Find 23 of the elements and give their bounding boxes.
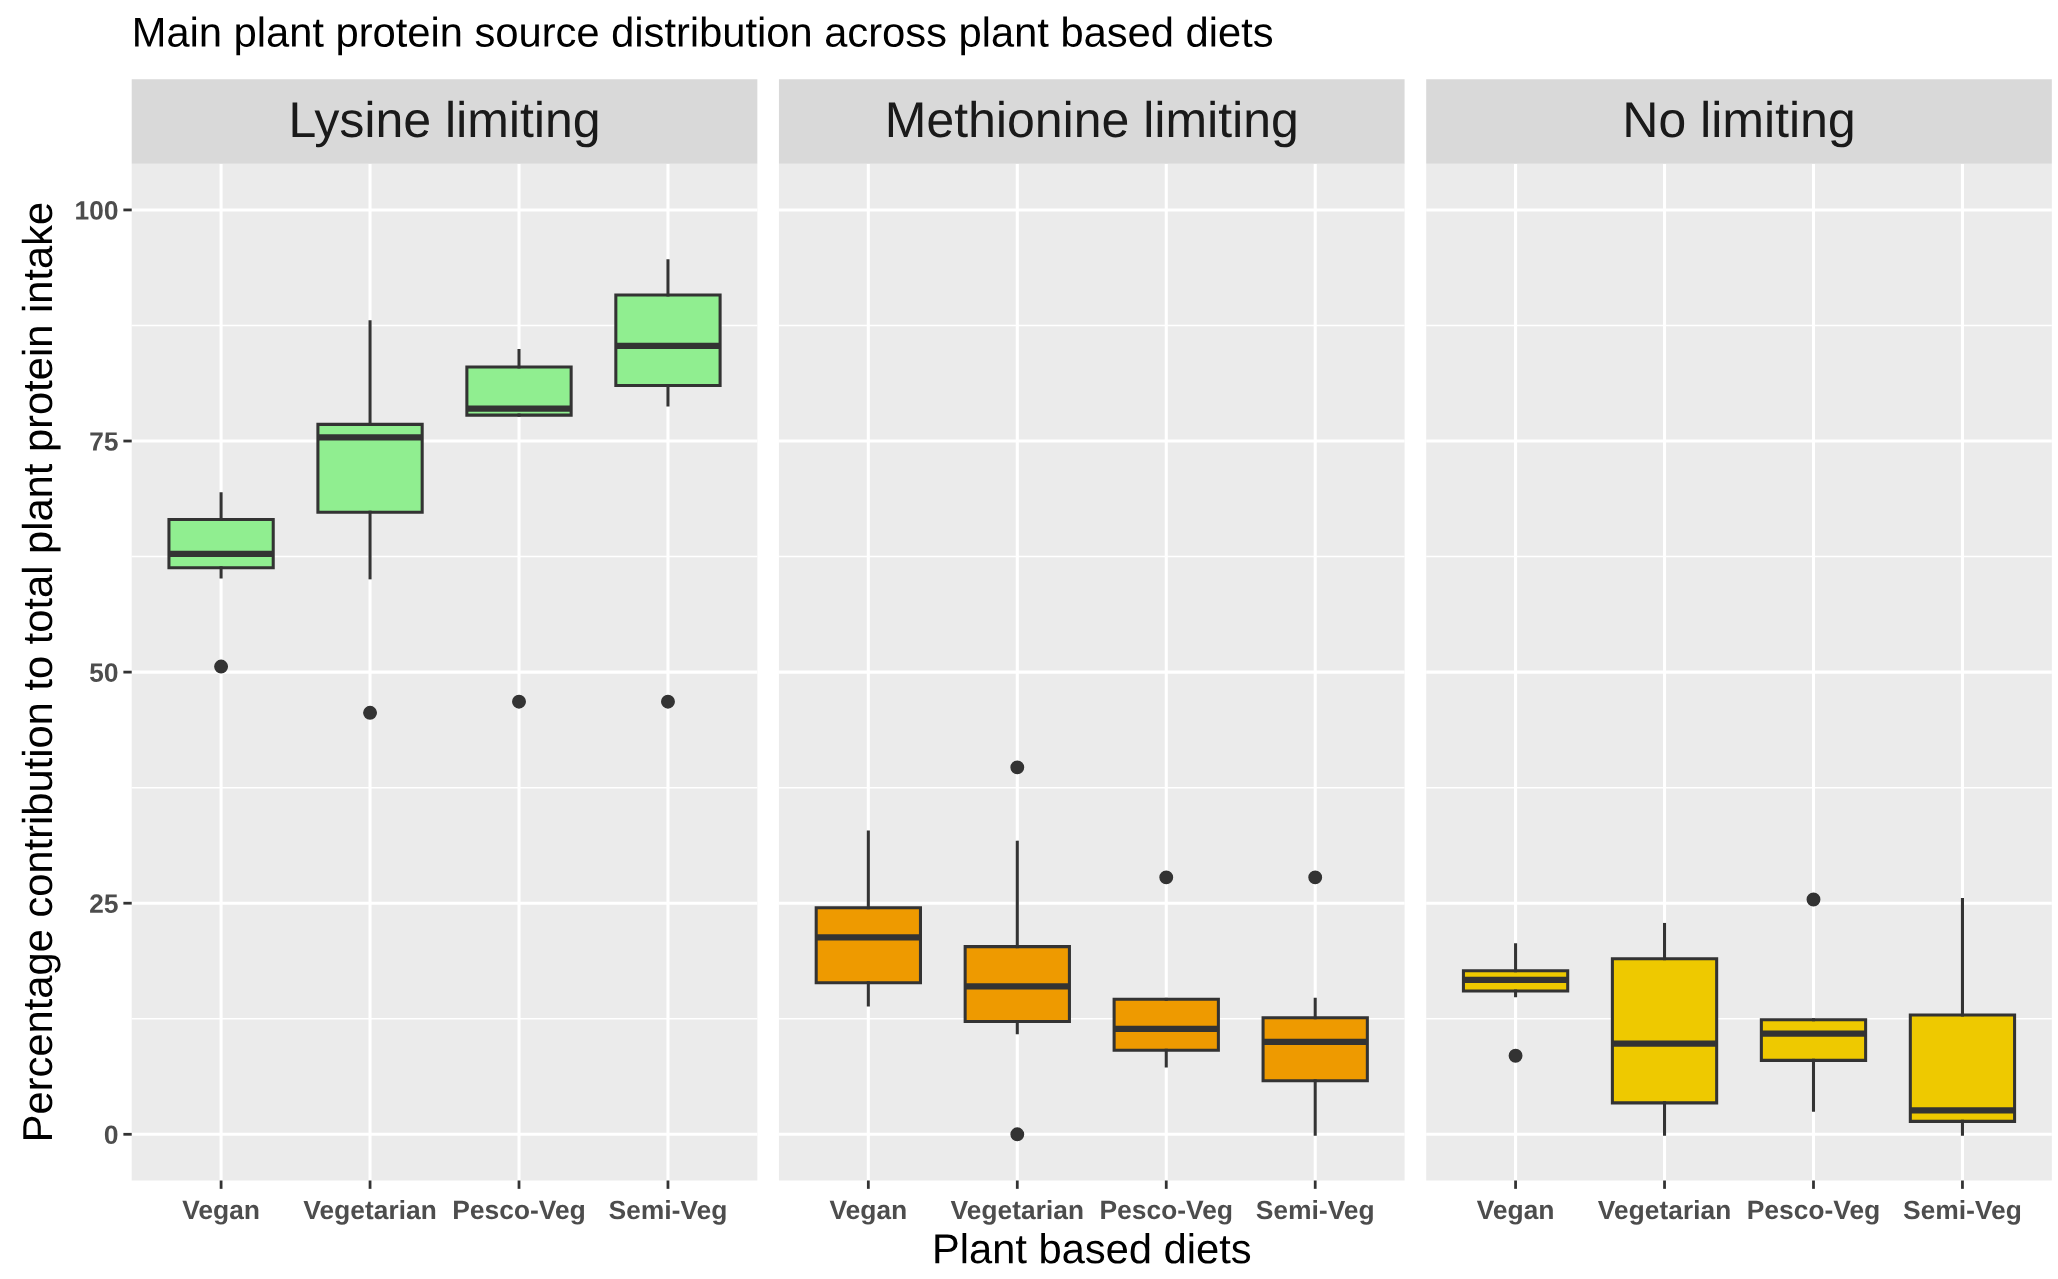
x-tick-label: Pesco-Veg — [1101, 1200, 1232, 1225]
y-tick-label: 100 — [76, 201, 118, 220]
chart-title: Lysine limiting — [292, 100, 598, 148]
text: Main plant protein source distribution across plant based diets — [135, 16, 1273, 56]
x-tick-label: Vegetarian — [303, 1199, 436, 1225]
x-tick-label: Semi-Veg — [609, 1199, 726, 1225]
x-tick-label: Vegan — [182, 1200, 259, 1225]
y-tick-label: 50 — [89, 663, 118, 682]
y-axis-title: Percentage contribution to total plant protein intake — [21, 203, 61, 1139]
x-tick-label: Pesco-Veg — [1748, 1200, 1879, 1225]
y-tick-label: 25 — [90, 894, 118, 914]
x-tick-label: Pesco-Veg — [454, 1200, 584, 1225]
x-tick-label: Vegetarian — [1597, 1199, 1730, 1225]
x-tick-label: Vegan — [1476, 1200, 1553, 1225]
x-tick-label: Semi-Veg — [1256, 1199, 1373, 1225]
y-tick-label: 75 — [90, 432, 118, 451]
x-tick-label: Vegan — [829, 1200, 906, 1225]
chart-title: Methionine limiting — [888, 100, 1296, 148]
x-tick-label: Semi-Veg — [1903, 1199, 2021, 1225]
y-tick-label: 0 — [104, 1125, 118, 1145]
x-axis-title: Plant based diets — [935, 1233, 1251, 1264]
chart-title: No limiting — [1626, 100, 1853, 148]
x-tick-label: Vegetarian — [950, 1199, 1083, 1225]
